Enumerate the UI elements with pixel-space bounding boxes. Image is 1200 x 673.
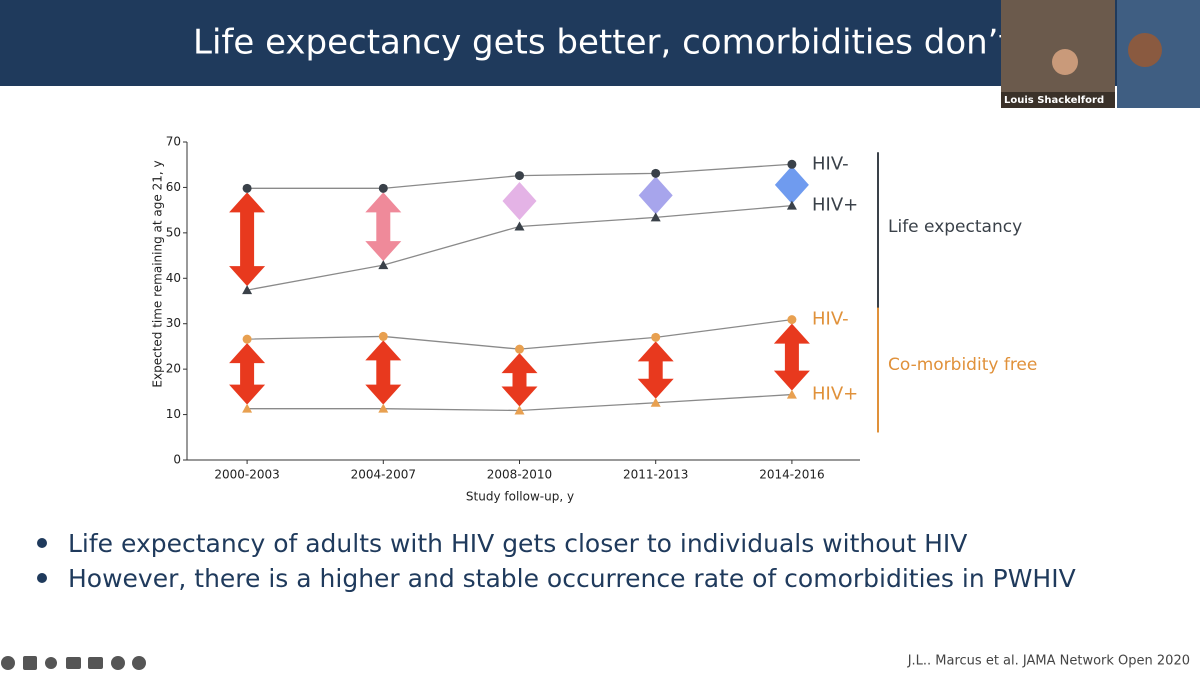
y-tick-label: 0: [173, 453, 181, 467]
point: [242, 334, 252, 344]
point: [242, 183, 252, 193]
point: [242, 403, 253, 413]
bullet-text: However, there is a higher and stable oc…: [68, 564, 1076, 593]
bullet-dot: [37, 538, 47, 548]
point: [786, 389, 797, 399]
gap-arrow: [637, 341, 674, 399]
x-tick-label: 2011-2013: [623, 468, 688, 482]
title-bar: [0, 0, 1200, 86]
gap-arrow: [501, 353, 538, 407]
gap-arrow: [365, 340, 402, 405]
x-tick-label: 2008-2010: [487, 468, 552, 482]
camera-button[interactable]: [88, 657, 103, 669]
point: [378, 183, 388, 193]
point: [786, 200, 797, 210]
bullet-text: Life expectancy of adults with HIV gets …: [68, 529, 967, 558]
gap-arrow: [638, 176, 673, 215]
y-tick-label: 40: [166, 271, 181, 285]
point: [378, 403, 389, 413]
legend-label: HIV-: [812, 153, 849, 174]
point: [514, 405, 525, 415]
y-tick-label: 50: [166, 225, 181, 239]
x-tick-label: 2014-2016: [759, 468, 824, 482]
point: [787, 315, 797, 325]
y-tick-label: 70: [166, 135, 181, 149]
point: [651, 168, 661, 178]
point: [514, 221, 525, 231]
legend-label: HIV-: [812, 309, 849, 330]
next-button[interactable]: [132, 656, 146, 670]
point: [650, 397, 661, 407]
point: [378, 331, 388, 341]
participant-face: [1052, 49, 1078, 75]
zoom-button[interactable]: [45, 657, 57, 669]
citation: J.L.. Marcus et al. JAMA Network Open 20…: [907, 654, 1190, 669]
point: [651, 332, 661, 342]
gap-arrow: [229, 343, 266, 405]
captions-button[interactable]: [66, 657, 81, 669]
y-tick-label: 10: [166, 407, 181, 421]
more-button[interactable]: [111, 656, 125, 670]
legend-label: HIV+: [812, 195, 858, 216]
point: [242, 285, 253, 295]
y-axis-label: Expected time remaining at age 21, y: [151, 160, 165, 387]
gap-arrow: [773, 323, 810, 391]
legend-label: HIV+: [812, 384, 858, 405]
point: [378, 260, 389, 270]
y-tick-label: 30: [166, 316, 181, 330]
point: [515, 171, 524, 181]
x-tick-label: 2004-2007: [351, 468, 416, 482]
group-label: Co-morbidity free: [888, 355, 1037, 375]
x-tick-label: 2000-2003: [214, 468, 279, 482]
bullet-dot: [37, 573, 47, 583]
participant-face: [1128, 33, 1162, 67]
gap-arrow: [365, 192, 402, 262]
y-tick-label: 20: [166, 362, 181, 376]
gap-arrow: [774, 165, 809, 204]
point: [787, 159, 797, 169]
gap-arrow: [229, 192, 266, 287]
x-axis-label: Study follow-up, y: [466, 490, 574, 504]
video-overlay: Louis Shackelford: [1001, 0, 1200, 108]
participant-name: Louis Shackelford: [1004, 95, 1104, 106]
pen-button[interactable]: [23, 656, 37, 670]
y-tick-label: 60: [166, 180, 181, 194]
name-bg: [1001, 92, 1115, 108]
point: [515, 344, 524, 354]
gap-arrow: [502, 182, 537, 221]
slide-title: Life expectancy gets better, comorbiditi…: [193, 23, 1012, 63]
point: [650, 212, 661, 222]
presenter-toolbar: [1, 656, 146, 670]
group-label: Life expectancy: [888, 217, 1022, 237]
prev-button[interactable]: [1, 656, 15, 670]
